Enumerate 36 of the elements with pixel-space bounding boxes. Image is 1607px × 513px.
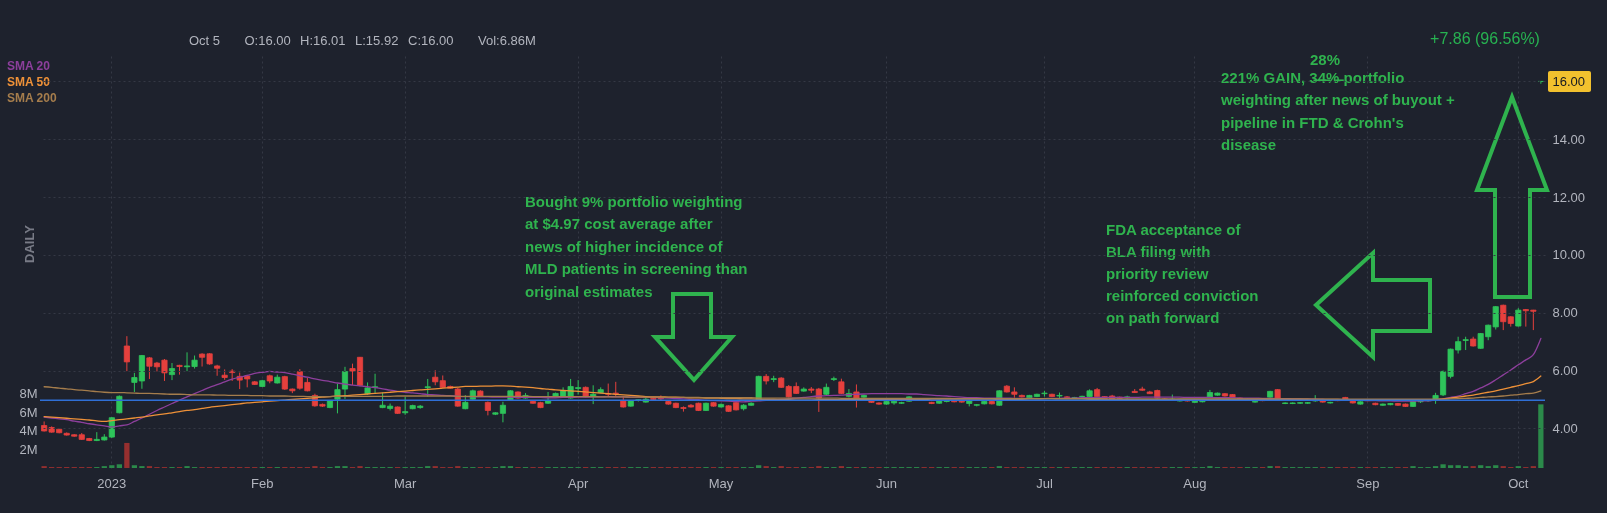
- x-tick-label: Jun: [876, 475, 897, 491]
- x-tick-label: May: [708, 475, 734, 491]
- y2-tick-label: 4M: [19, 423, 38, 439]
- text: DAILY: [22, 224, 37, 263]
- y2-tick-label: 6M: [19, 404, 38, 420]
- y-tick-label: 6.00: [1552, 363, 1578, 379]
- text: L:15.92: [355, 33, 399, 48]
- text: SMA 200: [7, 91, 57, 105]
- text: H:16.01: [300, 33, 346, 48]
- y2-tick-label: 8M: [19, 386, 38, 402]
- x-tick-label: Feb: [251, 475, 274, 491]
- y2-tick-label: 2M: [19, 441, 38, 457]
- text: O:16.00: [244, 33, 291, 48]
- y-tick-label: 4.00: [1552, 420, 1578, 436]
- y-tick-label: 8.00: [1552, 305, 1578, 321]
- text: C:16.00: [408, 33, 454, 48]
- annotation: 28%: [1309, 51, 1341, 68]
- annotation: FDA acceptance of BLA filing with priority review reinforced conviction on path forward: [1106, 221, 1259, 326]
- y-tick-label: 14.00: [1552, 131, 1586, 147]
- text: +7.86 (96.56%): [1430, 30, 1540, 47]
- x-tick-label: Jul: [1036, 475, 1053, 491]
- y-tick-label: 12.00: [1552, 189, 1586, 205]
- annotation: Bought 9% portfolio weighting at $4.97 cost average after news of higher incidence of MLD patients in screening than original estimates: [525, 192, 748, 300]
- text: SMA 50: [7, 75, 51, 89]
- y-tick-label: 10.00: [1552, 247, 1586, 263]
- x-tick-label: Aug: [1183, 475, 1207, 491]
- x-tick-label: Mar: [393, 475, 418, 491]
- text: Oct 5: [189, 33, 221, 48]
- annotation: 221% GAIN, 3̶4̶%̶ portfolio weighting after news of buyout + pipeline in FTD & Crohn's disease: [1220, 69, 1455, 153]
- x-tick-label: Apr: [568, 475, 589, 491]
- text: SMA 20: [7, 59, 51, 73]
- x-tick-label: Oct: [1508, 475, 1529, 491]
- x-tick-label: Sep: [1356, 475, 1380, 491]
- text: Vol:6.86M: [478, 33, 536, 48]
- x-tick-label: 2023: [97, 475, 127, 491]
- y-tick-label: 16.00: [1552, 73, 1586, 89]
